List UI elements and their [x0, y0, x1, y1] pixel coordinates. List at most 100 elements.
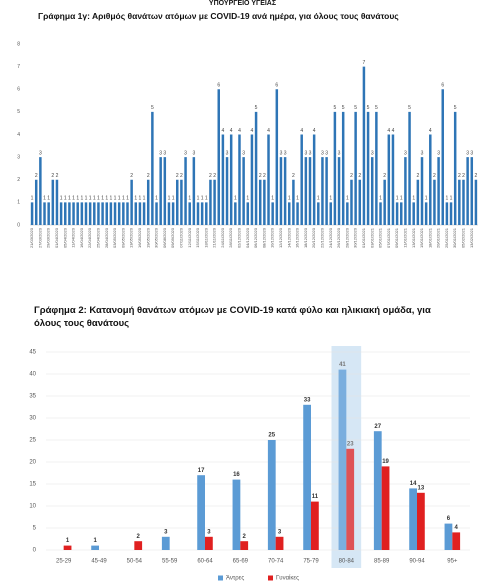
- x-tick-label: 22/12/2020: [320, 227, 325, 248]
- x-tick-label: 75-79: [303, 559, 319, 565]
- y-tick-label: 10: [29, 504, 36, 510]
- bar: [366, 111, 370, 225]
- bar: [101, 202, 104, 225]
- x-tick-label: 22/04/2020: [87, 227, 92, 248]
- data-label: 1: [97, 196, 100, 202]
- data-label: 1: [122, 196, 125, 202]
- data-label: 27: [374, 424, 381, 430]
- bar: [408, 111, 411, 225]
- bar: [122, 202, 125, 225]
- data-label: 2: [475, 173, 478, 179]
- data-label: 17: [198, 468, 205, 474]
- bar: [474, 179, 478, 225]
- data-label: 1: [445, 196, 448, 202]
- data-label: 1: [143, 196, 146, 202]
- x-tick-label: 21/11/2020: [212, 227, 217, 247]
- bar: [34, 179, 38, 225]
- y-tick-label: 3: [17, 154, 20, 160]
- bar: [409, 488, 417, 550]
- x-tick-label: 24/11/2020: [220, 227, 225, 247]
- bar: [333, 111, 337, 225]
- bar: [43, 202, 46, 225]
- x-tick-label: 26/12/2020: [336, 227, 341, 248]
- x-tick-label: 10/12/2020: [270, 227, 275, 248]
- bar: [441, 89, 444, 225]
- x-tick-label: 05/04/2020: [62, 227, 67, 248]
- bar: [180, 179, 183, 225]
- data-label: 3: [226, 150, 229, 156]
- data-label: 2: [358, 173, 361, 179]
- bar: [275, 536, 284, 550]
- data-label: 3: [242, 150, 245, 156]
- bar: [205, 202, 208, 225]
- bar: [275, 89, 279, 225]
- x-tick-label: 85-89: [374, 559, 390, 565]
- bar: [429, 134, 432, 225]
- data-label: 1: [89, 196, 92, 202]
- legend-label: Άντρες: [226, 576, 244, 582]
- x-tick-label: 05/02/2021: [461, 227, 466, 248]
- bar: [39, 157, 42, 225]
- bar: [267, 440, 276, 550]
- data-label: 2: [35, 173, 38, 179]
- data-label: 4: [221, 128, 224, 134]
- data-label: 1: [93, 196, 96, 202]
- data-label: 2: [209, 173, 212, 179]
- data-label: 2: [176, 173, 179, 179]
- data-label: 4: [267, 128, 270, 134]
- bar: [325, 157, 328, 225]
- data-label: 1: [329, 196, 332, 202]
- data-label: 6: [447, 516, 451, 522]
- bar: [279, 157, 283, 225]
- data-label: 2: [263, 173, 266, 179]
- data-label: 4: [313, 128, 316, 134]
- bar: [47, 202, 50, 225]
- bar: [433, 179, 436, 225]
- data-label: 3: [325, 150, 328, 156]
- data-label: 2: [56, 173, 59, 179]
- data-label: 4: [300, 128, 303, 134]
- x-tick-label: 07/11/2020: [178, 227, 183, 247]
- data-label: 1: [155, 196, 158, 202]
- bar: [155, 202, 158, 225]
- bar: [63, 545, 72, 550]
- bar: [263, 179, 266, 225]
- data-label: 2: [130, 173, 133, 179]
- bar: [138, 202, 142, 225]
- data-label: 2: [458, 173, 461, 179]
- data-label: 1: [296, 196, 299, 202]
- bar: [312, 134, 316, 225]
- x-tick-label: 29/03/2020: [46, 227, 51, 248]
- bar: [424, 202, 428, 225]
- data-label: 1: [76, 196, 79, 202]
- bar: [64, 202, 67, 225]
- bar: [134, 202, 138, 225]
- data-label: 2: [292, 173, 295, 179]
- data-label: 5: [375, 105, 378, 111]
- y-tick-label: 4: [17, 132, 20, 138]
- bar: [88, 202, 92, 225]
- data-label: 5: [408, 105, 411, 111]
- x-tick-label: 01/01/2021: [361, 227, 366, 248]
- bar: [188, 202, 191, 225]
- bar: [192, 157, 196, 225]
- bar: [338, 369, 347, 550]
- data-label: 3: [192, 150, 195, 156]
- data-label: 1: [93, 538, 97, 544]
- bar: [354, 111, 357, 225]
- x-tick-label: 01/04/2020: [54, 227, 59, 248]
- data-label: 1: [68, 196, 71, 202]
- x-tick-label: 08/12/2020: [261, 227, 266, 248]
- bar: [341, 111, 345, 225]
- data-label: 2: [350, 173, 353, 179]
- data-label: 1: [271, 196, 274, 202]
- data-label: 3: [304, 150, 307, 156]
- bar: [80, 202, 84, 225]
- data-label: 3: [421, 150, 424, 156]
- x-tick-label: 24/12/2020: [328, 227, 333, 248]
- bar: [391, 134, 395, 225]
- data-label: 1: [197, 196, 200, 202]
- bar: [105, 202, 108, 225]
- data-label: 4: [392, 128, 395, 134]
- data-label: 2: [462, 173, 465, 179]
